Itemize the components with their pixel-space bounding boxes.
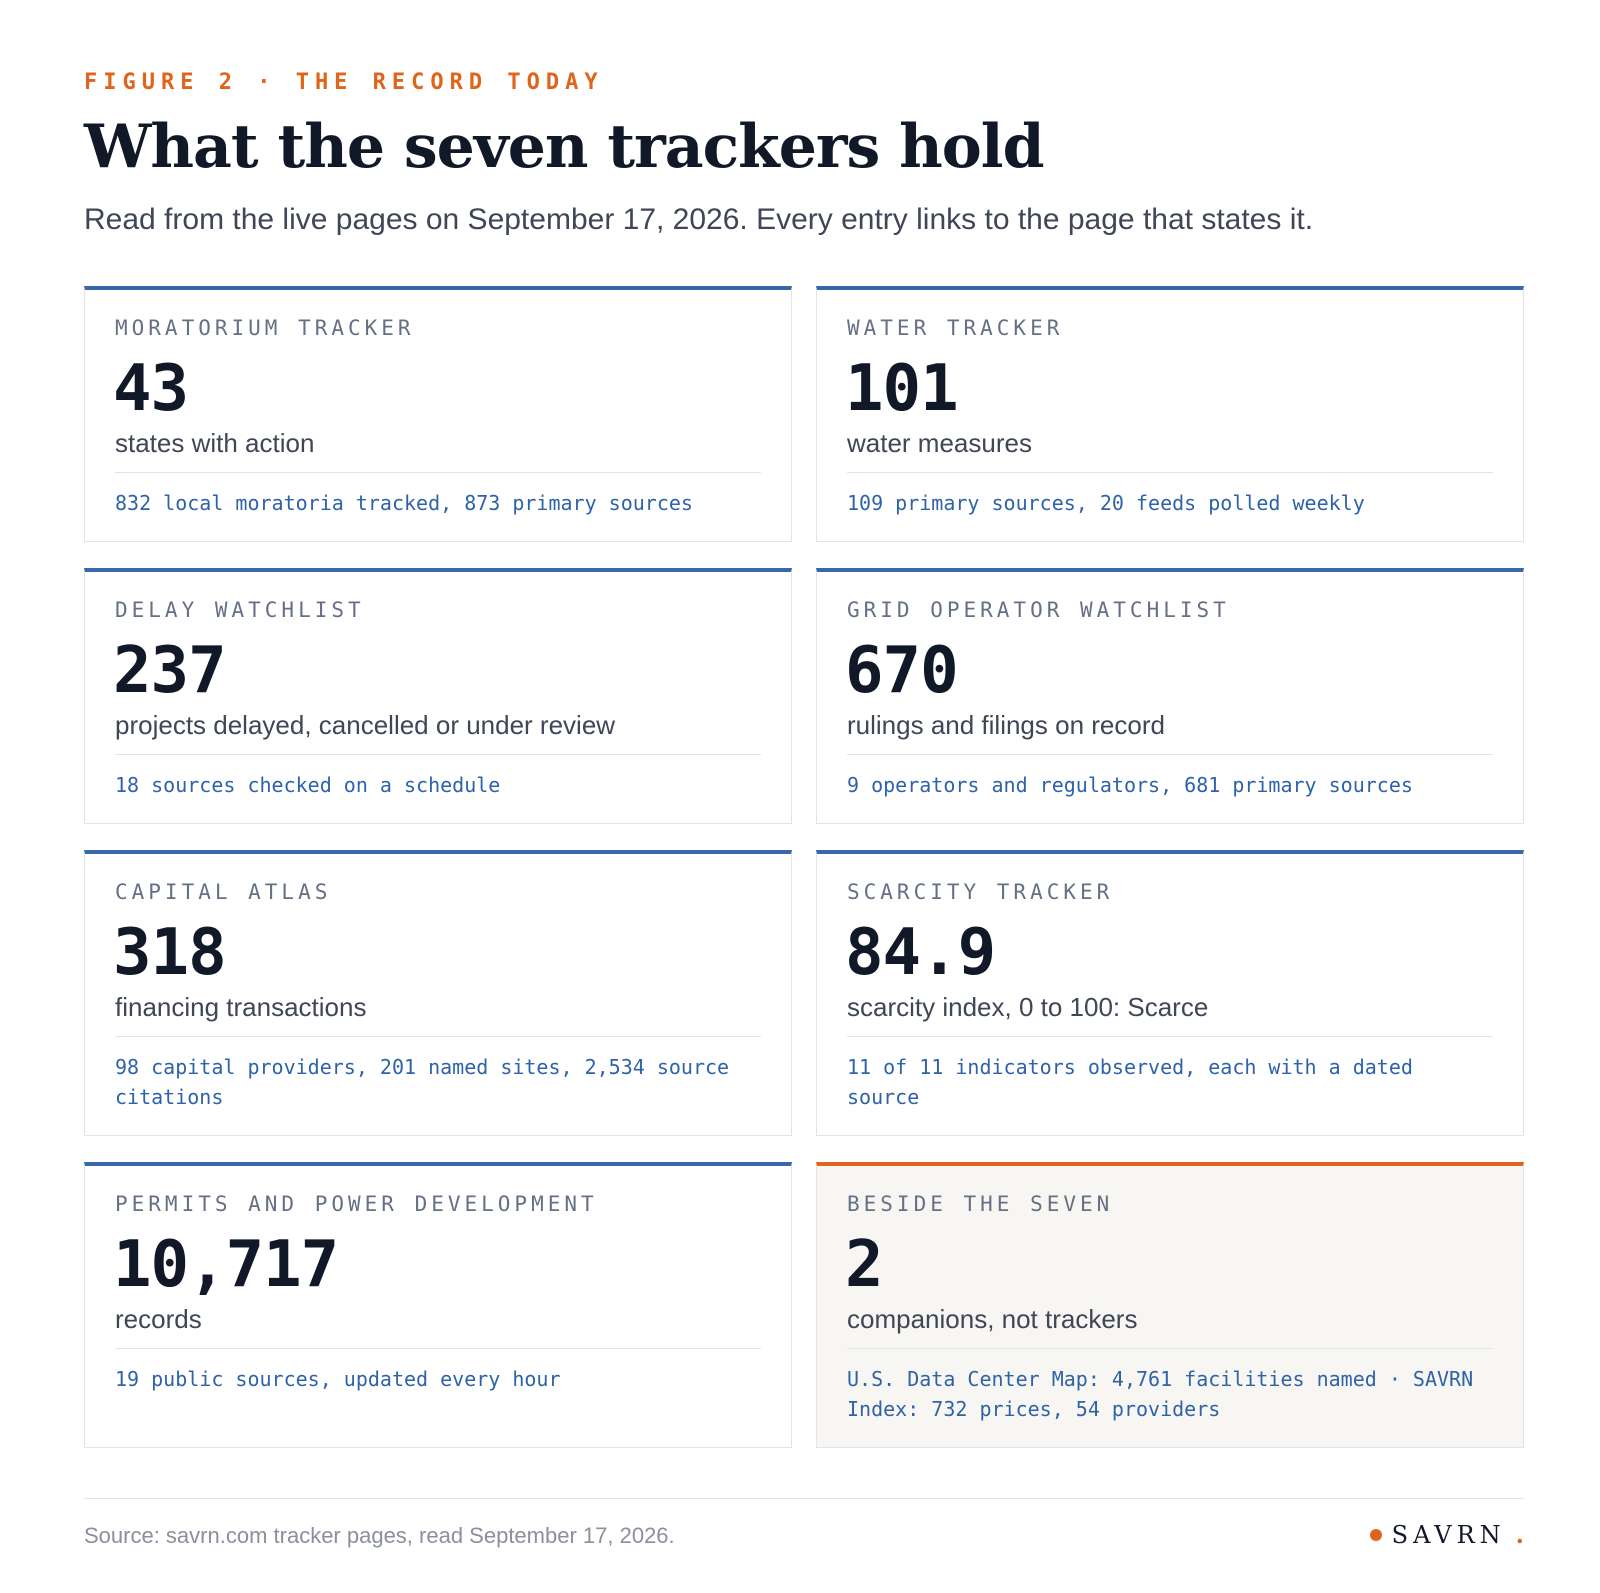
card-value: 237 bbox=[113, 634, 227, 708]
card-description: rulings and filings on record bbox=[847, 710, 1165, 740]
card-label: BESIDE THE SEVEN bbox=[847, 1192, 1114, 1216]
figure-kicker: FIGURE 2 · THE RECORD TODAY bbox=[84, 70, 604, 95]
card-divider bbox=[115, 754, 761, 755]
card-note: 832 local moratoria tracked, 873 primary… bbox=[115, 491, 693, 515]
card-note: 109 primary sources, 20 feeds polled wee… bbox=[847, 491, 1365, 515]
card-note: 98 capital providers, 201 named sites, 2… bbox=[115, 1055, 730, 1109]
card-label: SCARCITY TRACKER bbox=[847, 880, 1114, 904]
card-water-tracker[interactable]: WATER TRACKER 101 water measures 109 pri… bbox=[816, 286, 1524, 542]
card-description: projects delayed, cancelled or under rev… bbox=[115, 710, 616, 740]
card-divider bbox=[847, 1036, 1493, 1037]
brand-dot-icon bbox=[1369, 1528, 1382, 1541]
card-description: records bbox=[115, 1304, 202, 1334]
card-moratorium-tracker[interactable]: MORATORIUM TRACKER 43 states with action… bbox=[84, 286, 792, 542]
card-label: MORATORIUM TRACKER bbox=[115, 316, 415, 340]
card-description: financing transactions bbox=[115, 992, 367, 1022]
card-description: scarcity index, 0 to 100: Scarce bbox=[847, 992, 1209, 1022]
card-divider bbox=[115, 472, 761, 473]
card-note: U.S. Data Center Map: 4,761 facilities n… bbox=[847, 1367, 1474, 1421]
card-capital-atlas[interactable]: CAPITAL ATLAS 318 financing transactions… bbox=[84, 850, 792, 1136]
card-beside-the-seven[interactable]: BESIDE THE SEVEN 2 companions, not track… bbox=[816, 1162, 1524, 1448]
brand-period: . bbox=[1515, 1520, 1524, 1549]
card-divider bbox=[115, 1036, 761, 1037]
card-permits-and-power[interactable]: PERMITS AND POWER DEVELOPMENT 10,717 rec… bbox=[84, 1162, 792, 1448]
card-note: 18 sources checked on a schedule bbox=[115, 773, 501, 797]
card-value: 2 bbox=[845, 1228, 884, 1302]
card-label: DELAY WATCHLIST bbox=[115, 598, 365, 622]
card-label: GRID OPERATOR WATCHLIST bbox=[847, 598, 1230, 622]
source-note: Source: savrn.com tracker pages, read Se… bbox=[84, 1523, 675, 1548]
brand-logo: SAVRN . bbox=[1369, 1520, 1524, 1549]
card-value: 318 bbox=[113, 916, 227, 990]
card-divider bbox=[847, 472, 1493, 473]
card-value: 43 bbox=[113, 352, 189, 426]
card-label: WATER TRACKER bbox=[847, 316, 1064, 340]
card-label: PERMITS AND POWER DEVELOPMENT bbox=[115, 1192, 598, 1216]
tracker-grid: MORATORIUM TRACKER 43 states with action… bbox=[84, 286, 1524, 1448]
card-divider bbox=[847, 1348, 1493, 1349]
card-scarcity-tracker[interactable]: SCARCITY TRACKER 84.9 scarcity index, 0 … bbox=[816, 850, 1524, 1136]
card-value: 84.9 bbox=[845, 916, 996, 990]
page-subtitle: Read from the live pages on September 17… bbox=[84, 203, 1314, 236]
card-divider bbox=[115, 1348, 761, 1349]
brand-name: SAVRN bbox=[1391, 1520, 1506, 1549]
card-description: water measures bbox=[847, 428, 1032, 458]
card-description: states with action bbox=[115, 428, 315, 458]
card-note: 11 of 11 indicators observed, each with … bbox=[847, 1055, 1413, 1109]
page-title: What the seven trackers hold bbox=[84, 112, 1045, 182]
card-divider bbox=[847, 754, 1493, 755]
card-value: 101 bbox=[845, 352, 959, 426]
footer-divider bbox=[84, 1498, 1524, 1499]
card-label: CAPITAL ATLAS bbox=[115, 880, 332, 904]
card-note: 9 operators and regulators, 681 primary … bbox=[847, 773, 1413, 797]
card-description: companions, not trackers bbox=[847, 1304, 1138, 1334]
card-delay-watchlist[interactable]: DELAY WATCHLIST 237 projects delayed, ca… bbox=[84, 568, 792, 824]
card-note: 19 public sources, updated every hour bbox=[115, 1367, 561, 1391]
card-grid-operator-watchlist[interactable]: GRID OPERATOR WATCHLIST 670 rulings and … bbox=[816, 568, 1524, 824]
card-value: 670 bbox=[845, 634, 959, 708]
card-value: 10,717 bbox=[113, 1228, 339, 1302]
